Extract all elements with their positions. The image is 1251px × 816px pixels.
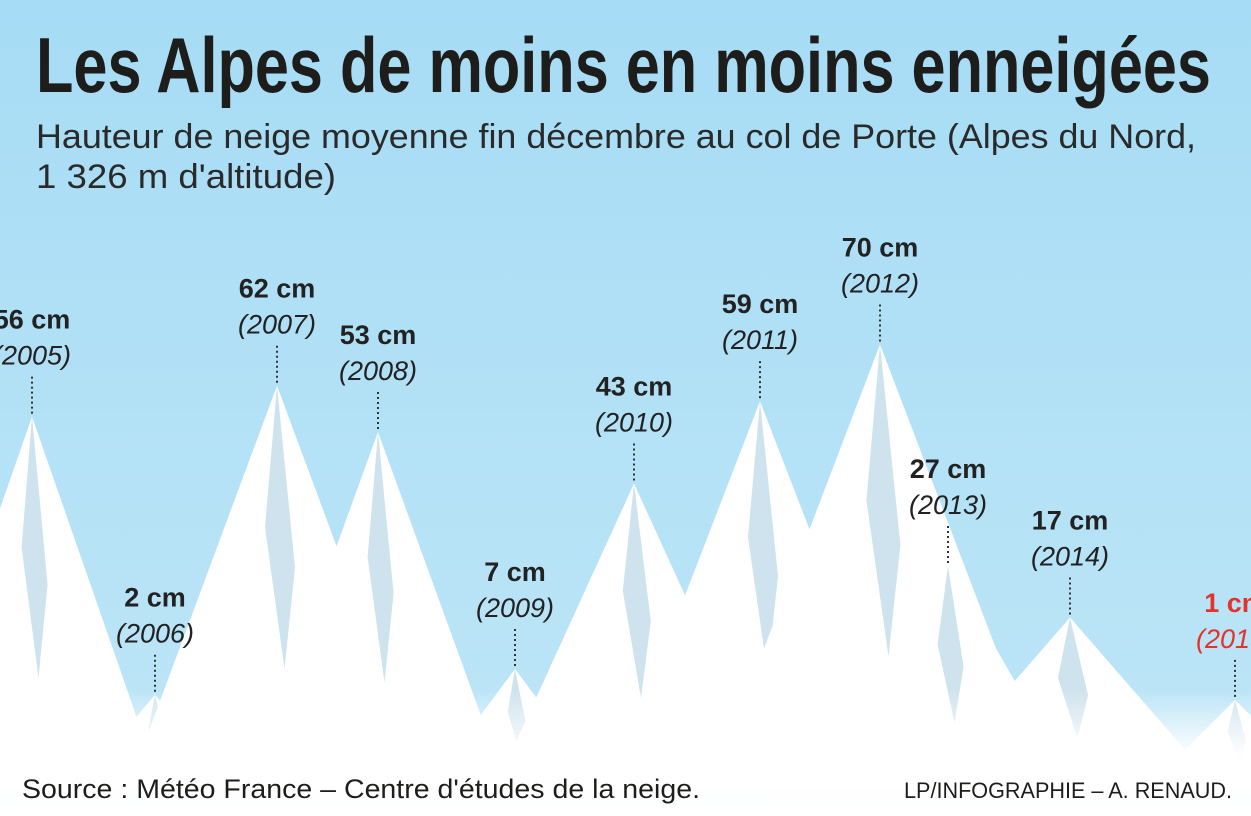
mountain-shade bbox=[866, 344, 901, 657]
value-label: 1 cm bbox=[1204, 588, 1251, 618]
mountain-shade bbox=[367, 432, 394, 683]
labels: 56 cm (2005) 2 cm (2006) 62 cm (2007) 53 cm (20… bbox=[0, 233, 1251, 700]
credit: LP/INFOGRAPHIE – A. RENAUD. bbox=[904, 778, 1232, 803]
year-label: (2015) bbox=[1196, 624, 1251, 654]
year-label: (2005) bbox=[0, 341, 71, 371]
subtitle: Hauteur de neige moyenne fin décembre au… bbox=[36, 118, 1196, 156]
mountain-shade bbox=[21, 416, 48, 678]
subtitle: 1 326 m d'altitude) bbox=[36, 158, 336, 196]
fog bbox=[0, 690, 1251, 816]
value-label: 53 cm bbox=[340, 320, 417, 350]
value-label: 2 cm bbox=[124, 583, 186, 613]
year-label: (2013) bbox=[909, 490, 987, 520]
year-label: (2007) bbox=[238, 310, 316, 340]
value-label: 7 cm bbox=[484, 557, 546, 587]
mountain-shade bbox=[748, 401, 778, 674]
year-label: (2012) bbox=[841, 269, 919, 299]
value-label: 27 cm bbox=[910, 454, 987, 484]
year-label: (2008) bbox=[339, 356, 417, 386]
value-label: 17 cm bbox=[1032, 505, 1109, 535]
year-label: (2011) bbox=[722, 325, 798, 355]
year-label: (2009) bbox=[476, 593, 554, 623]
value-label: 70 cm bbox=[842, 233, 919, 263]
year-label: (2014) bbox=[1031, 541, 1109, 571]
mountain-shade bbox=[937, 565, 964, 723]
value-label: 59 cm bbox=[722, 289, 799, 319]
value-label: 56 cm bbox=[0, 305, 70, 335]
year-label: (2006) bbox=[116, 619, 194, 649]
source: Source : Météo France – Centre d'études … bbox=[22, 774, 700, 804]
chart-title: Les Alpes de moins en moins enneigées bbox=[36, 21, 1211, 109]
year-label: (2010) bbox=[595, 408, 673, 438]
mountain-shade bbox=[622, 483, 651, 699]
value-label: 62 cm bbox=[239, 274, 316, 304]
mountain-shade bbox=[265, 385, 295, 669]
value-label: 43 cm bbox=[596, 372, 673, 402]
